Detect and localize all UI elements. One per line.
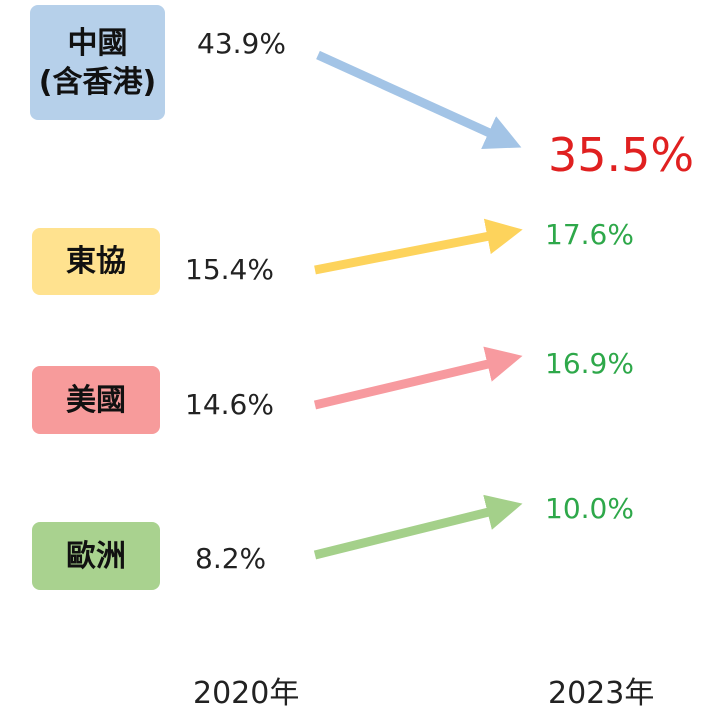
value-2023: 35.5%	[548, 128, 695, 182]
arrow	[314, 218, 523, 275]
value-2020: 14.6%	[185, 388, 274, 421]
region-box: 歐洲	[32, 522, 160, 590]
region-label: 東協	[66, 244, 126, 279]
arrow	[313, 494, 523, 560]
region-label: 美國	[66, 382, 126, 418]
value-2020: 8.2%	[195, 542, 267, 575]
value-2023: 10.0%	[545, 492, 634, 525]
value-2023: 16.9%	[545, 347, 634, 380]
year-label: 2020年	[193, 676, 300, 711]
region-box: 美國	[32, 366, 160, 434]
value-2020: 15.4%	[185, 253, 274, 286]
region-label: 中國	[67, 25, 128, 61]
region-label: 歐洲	[66, 538, 126, 574]
year-label: 2023年	[548, 676, 655, 711]
region-label: (含香港)	[38, 64, 157, 100]
value-2020: 43.9%	[197, 27, 286, 60]
arrow	[316, 50, 522, 149]
arrow	[313, 346, 523, 410]
region-box: 中國 (含香港)	[30, 5, 165, 120]
region-box: 東協	[32, 228, 160, 295]
value-2023: 17.6%	[545, 218, 634, 251]
